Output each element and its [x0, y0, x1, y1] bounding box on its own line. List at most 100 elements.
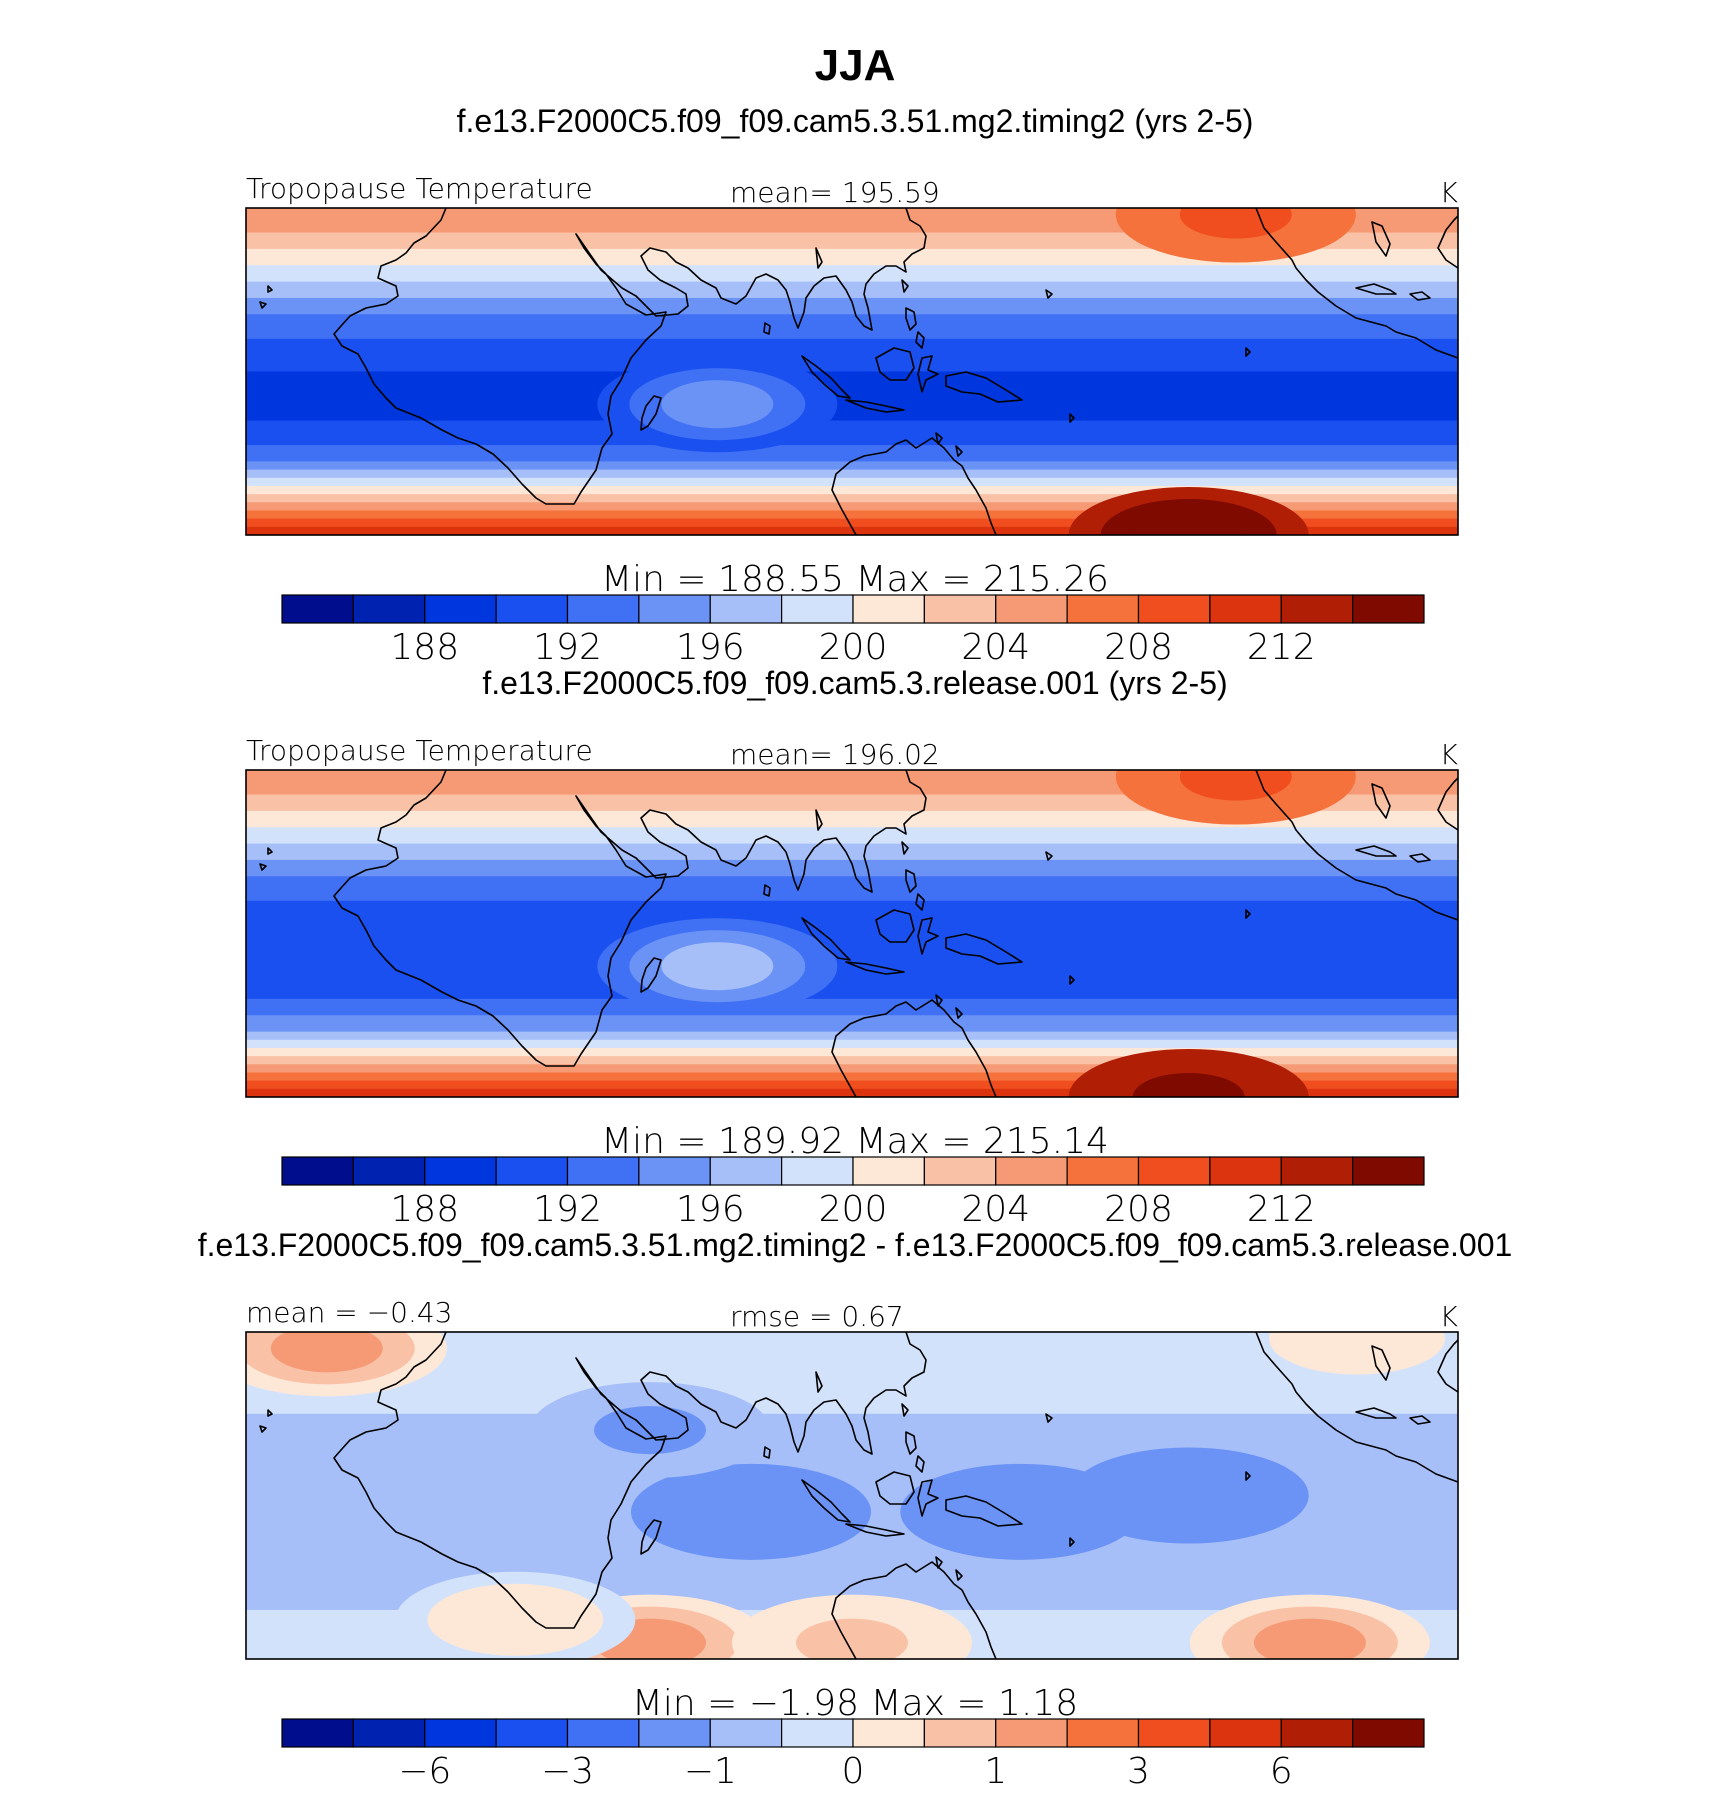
colorbar-tick-label: 192	[533, 1189, 602, 1230]
contour-band	[246, 1577, 1458, 1587]
contour-band	[246, 1413, 1458, 1423]
contour-band	[246, 892, 1458, 902]
colorbar-tick-label: 212	[1247, 627, 1316, 668]
colorbar-box	[1137, 594, 1211, 624]
contour-band	[246, 412, 1458, 422]
contour-band	[246, 338, 1458, 348]
contour-band	[246, 851, 1458, 861]
anomaly-north-pacific	[1179, 770, 1292, 801]
contour-band	[246, 208, 1458, 217]
contour-band	[246, 1536, 1458, 1546]
anomaly-maritime-continent	[964, 1487, 1077, 1536]
center-label: mean= 196.02	[730, 738, 940, 771]
anomaly-south-atlantic	[459, 1595, 572, 1644]
colorbar-box	[923, 1718, 997, 1748]
contour-band	[246, 1364, 1458, 1374]
contour-band	[246, 1585, 1458, 1595]
colorbar-tick-label: −1	[684, 1751, 737, 1792]
contour-band	[246, 802, 1458, 812]
contour-band	[246, 436, 1458, 446]
anomaly-north-atlantic	[270, 1332, 383, 1373]
contour-band	[246, 1023, 1458, 1033]
colorbar-box	[1209, 594, 1282, 624]
minmax-label: Min = −1.98 Max = 1.18	[632, 1683, 1078, 1724]
contour-band	[246, 224, 1458, 234]
anomaly-tasman	[1253, 1618, 1366, 1659]
contour-band	[246, 257, 1458, 266]
colorbar-tick-label: 212	[1247, 1189, 1316, 1230]
map-frame	[245, 207, 1459, 536]
left-label: Tropopause Temperature	[246, 734, 593, 767]
contour-band	[246, 289, 1458, 299]
contour-band	[246, 827, 1458, 836]
contour-band	[246, 1340, 1458, 1349]
left-label: mean = −0.43	[246, 1296, 452, 1329]
colorbar-box	[352, 1718, 426, 1748]
center-label: rmse = 0.67	[730, 1300, 904, 1333]
colorbar-tick-label: 200	[819, 1189, 888, 1230]
anomaly-indian-ocean	[661, 380, 774, 429]
colorbar-box	[638, 1156, 711, 1186]
contour-band	[246, 306, 1458, 315]
contour-band	[246, 876, 1458, 886]
contour-band	[246, 355, 1458, 364]
contour-band	[246, 477, 1458, 487]
colorbar-box	[781, 594, 854, 624]
contour-band	[246, 794, 1458, 804]
colorbar-box	[566, 1156, 640, 1186]
colorbar-box	[709, 594, 783, 624]
anomaly-west-pacific	[1132, 1471, 1245, 1520]
colorbar-box	[424, 1156, 497, 1186]
contour-band	[246, 1397, 1458, 1407]
contour-band	[246, 1560, 1458, 1570]
colorbar-tick-label: 200	[819, 627, 888, 668]
contour-band	[246, 445, 1458, 454]
contour-band	[246, 1356, 1458, 1366]
colorbar-tick-label: 208	[1104, 1189, 1173, 1230]
contour-band	[246, 1348, 1458, 1358]
anomaly-southern-ocean-australia	[1132, 1073, 1245, 1097]
colorbar-tick-label: 204	[961, 627, 1030, 668]
anomaly-tropical-indian	[695, 1487, 807, 1536]
contour-band	[246, 510, 1458, 520]
contour-band	[246, 1007, 1458, 1016]
colorbar-box	[1137, 1718, 1211, 1748]
minmax-label: Min = 189.92 Max = 215.14	[601, 1121, 1109, 1162]
contour-field	[246, 770, 1458, 1097]
colorbar-box	[495, 594, 569, 624]
colorbar-tick-label: 196	[676, 1189, 745, 1230]
colorbar-box	[495, 1156, 569, 1186]
center-label: mean= 195.59	[730, 176, 940, 209]
anomaly-south-indian	[796, 1618, 908, 1659]
colorbar-box	[1137, 1156, 1211, 1186]
contour-band	[246, 1462, 1458, 1472]
contour-band	[246, 966, 1458, 975]
contour-band	[246, 1372, 1458, 1382]
contour-band	[246, 884, 1458, 894]
contour-band	[246, 1381, 1458, 1390]
contour-band	[246, 428, 1458, 438]
colorbar-box	[638, 594, 711, 624]
colorbar-tick-label: 192	[533, 627, 602, 668]
contour-band	[246, 1332, 1458, 1341]
contour-band	[246, 770, 1458, 779]
colorbar-box	[281, 1718, 354, 1748]
contour-band	[246, 379, 1458, 389]
contour-band	[246, 1544, 1458, 1554]
contour-band	[246, 232, 1458, 242]
contour-band	[246, 941, 1458, 951]
contour-band	[246, 314, 1458, 324]
case-title: f.e13.F2000C5.f09_f09.cam5.3.release.001…	[482, 665, 1227, 701]
contour-band	[246, 835, 1458, 845]
colorbar-box	[495, 1718, 569, 1748]
contour-band	[246, 322, 1458, 332]
units-label: K	[1440, 1300, 1459, 1333]
contour-band	[246, 925, 1458, 935]
colorbar-box	[1066, 1156, 1140, 1186]
colorbar-box	[852, 594, 925, 624]
colorbar-tick-label: 6	[1270, 1751, 1293, 1792]
colorbar-box	[781, 1718, 854, 1748]
contour-band	[246, 974, 1458, 984]
contour-band	[246, 502, 1458, 512]
colorbar-box	[709, 1718, 783, 1748]
